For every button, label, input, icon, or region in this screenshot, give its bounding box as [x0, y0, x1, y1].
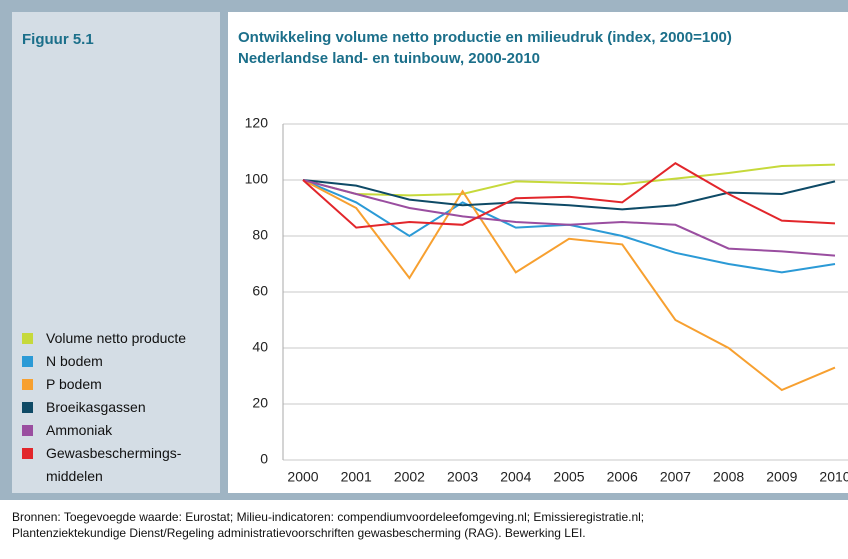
- legend-label: Ammoniak: [46, 422, 113, 438]
- legend-label: P bodem: [46, 376, 102, 392]
- y-tick-label: 120: [245, 115, 269, 131]
- x-tick-label: 2003: [447, 469, 478, 485]
- x-tick-label: 2001: [341, 469, 372, 485]
- legend-item: Gewasbeschermings-middelen: [22, 442, 206, 488]
- x-tick-label: 2008: [713, 469, 744, 485]
- legend-swatch: [22, 356, 33, 367]
- legend-label: Volume netto producte: [46, 330, 187, 346]
- source: Bronnen: Toegevoegde waarde: Eurostat; M…: [12, 509, 644, 541]
- legend-label: N bodem: [46, 353, 103, 369]
- legend-item: N bodem: [22, 350, 206, 373]
- legend: Volume netto producte N bodem P bodem Broei…: [22, 327, 212, 488]
- y-tick-label: 100: [245, 171, 269, 187]
- x-tick-label: 2004: [500, 469, 531, 485]
- x-tick-label: 2005: [553, 469, 584, 485]
- chart-title: Ontwikkeling volume netto productie en m…: [238, 29, 732, 46]
- chart-panel: [228, 12, 848, 493]
- y-tick-label: 80: [252, 227, 268, 243]
- y-tick-label: 40: [252, 339, 268, 355]
- legend-item: Ammoniak: [22, 419, 206, 442]
- source-panel: Bronnen: Toegevoegde waarde: Eurostat; M…: [0, 500, 848, 559]
- legend-swatch: [22, 333, 33, 344]
- source-line: Bronnen: Toegevoegde waarde: Eurostat; M…: [12, 510, 645, 524]
- y-tick-label: 0: [260, 451, 268, 467]
- x-tick-label: 2002: [394, 469, 425, 485]
- source-line: Plantenziektekundige Dienst/Regeling adm…: [12, 526, 586, 540]
- chart-subtitle: Nederlandse land- en tuinbouw, 2000-2010: [238, 50, 540, 67]
- legend-swatch: [22, 379, 33, 390]
- series-line: [302, 179, 836, 257]
- x-tick-label: 2006: [607, 469, 638, 485]
- figure-label: Figuur 5.1: [22, 31, 94, 48]
- series-line: [302, 179, 836, 211]
- legend-label: Broeikasgassen: [46, 399, 146, 415]
- legend-swatch: [22, 425, 33, 436]
- left-panel: Figuur 5.1 Volume netto producte N bodem P…: [12, 12, 220, 493]
- x-tick-label: 2000: [287, 469, 318, 485]
- x-tick-label: 2009: [766, 469, 797, 485]
- legend-item: Broeikasgassen: [22, 396, 206, 419]
- series-line: [302, 162, 836, 229]
- legend-swatch: [22, 448, 33, 459]
- x-tick-label: 2007: [660, 469, 691, 485]
- x-tick-label: 2010: [819, 469, 848, 485]
- legend-swatch: [22, 402, 33, 413]
- legend-label: Gewasbeschermings-middelen: [46, 445, 182, 484]
- legend-item: Volume netto producte: [22, 327, 206, 350]
- y-tick-label: 20: [252, 395, 268, 411]
- legend-item: P bodem: [22, 373, 206, 396]
- y-tick-label: 60: [252, 283, 268, 299]
- series-line: [302, 179, 836, 392]
